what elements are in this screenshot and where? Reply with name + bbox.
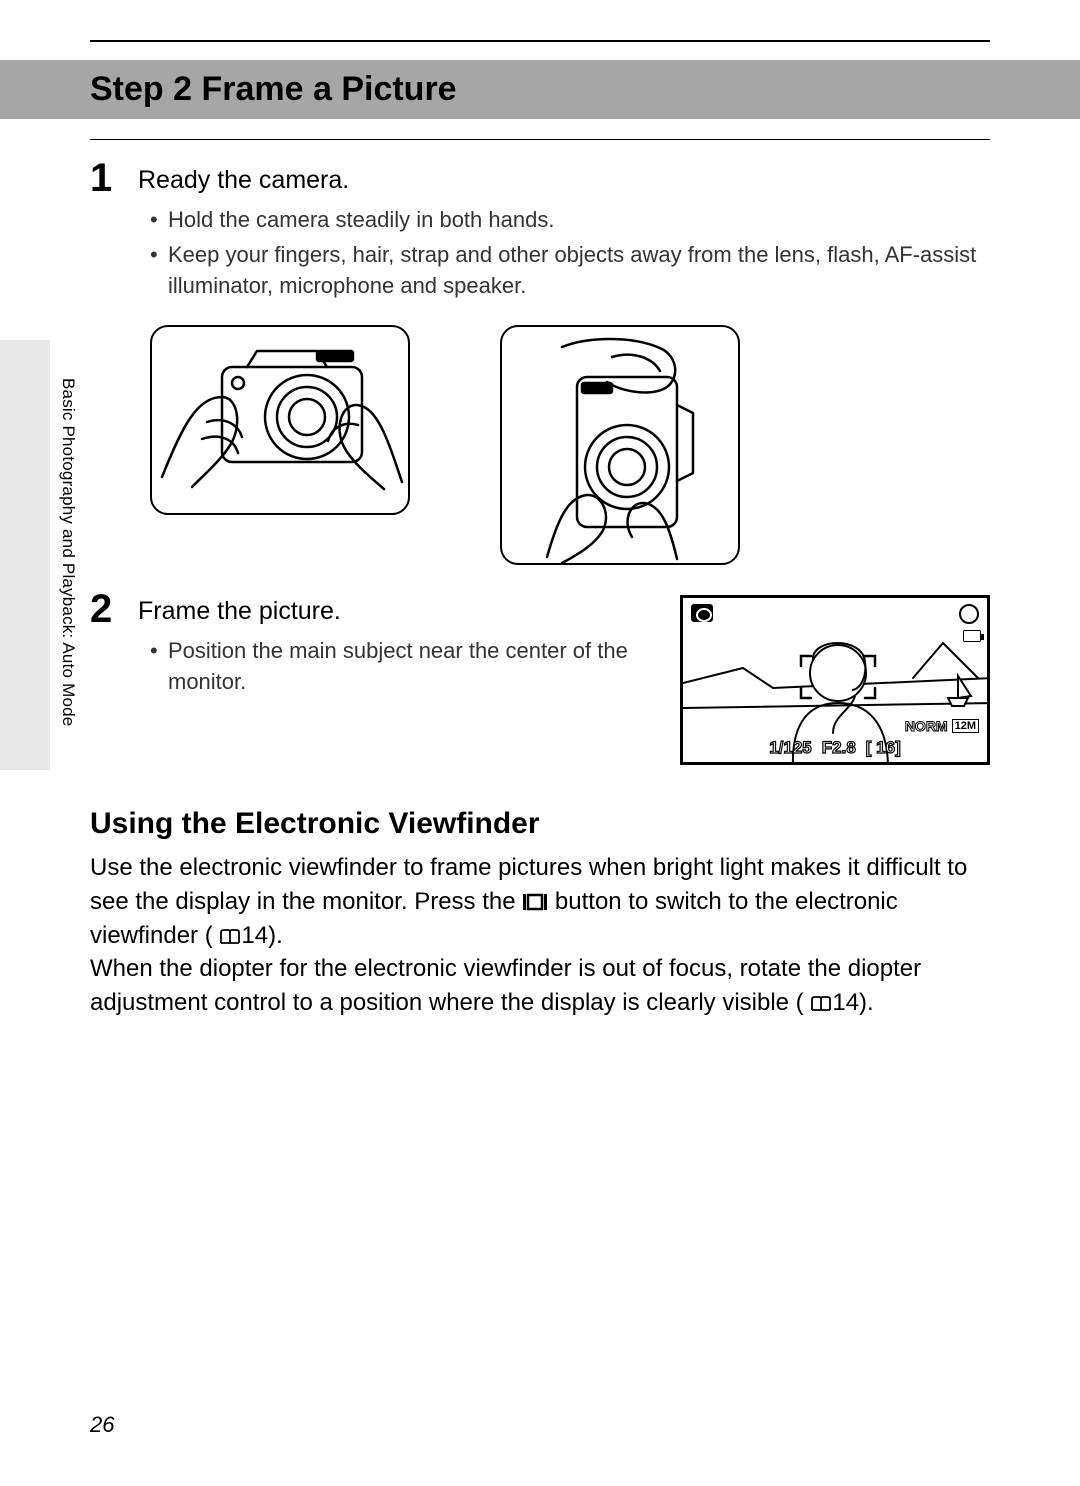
step-1: 1 Ready the camera. Hold the camera stea… (90, 158, 990, 305)
step-number: 1 (90, 158, 138, 305)
body-paragraph: When the diopter for the electronic view… (90, 952, 990, 1019)
top-rule (90, 40, 990, 42)
page-ref-icon (810, 995, 832, 1013)
step-heading: Ready the camera. (138, 166, 990, 195)
section-heading: Using the Electronic Viewfinder (90, 807, 990, 841)
monitor-button-icon (522, 892, 548, 912)
shutter-speed: 1/125 (769, 738, 812, 758)
step-2: 2 Frame the picture. Position the main s… (90, 589, 652, 702)
illustration-hold-camera-vertical (500, 325, 740, 565)
page-number: 26 (90, 1412, 114, 1438)
body-paragraph: Use the electronic viewfinder to frame p… (90, 851, 990, 952)
step-number: 2 (90, 589, 138, 702)
image-size-badge: 12M (952, 719, 979, 733)
aperture-value: F2.8 (822, 738, 856, 758)
text: 14). (832, 989, 873, 1016)
bullet: Hold the camera steadily in both hands. (150, 205, 990, 236)
bullet: Keep your fingers, hair, strap and other… (150, 240, 990, 302)
separator (90, 139, 990, 140)
battery-icon (963, 630, 981, 642)
text: When the diopter for the electronic view… (90, 955, 921, 1016)
text: 14). (241, 922, 282, 949)
page-title: Step 2 Frame a Picture (40, 70, 1080, 109)
illustration-monitor-preview: NORM 12M 1/125 F2.8 [ 16] (680, 595, 990, 765)
vr-icon (959, 604, 979, 624)
illustration-hold-camera-front (150, 325, 410, 515)
page-ref-icon (219, 928, 241, 946)
quality-label: NORM (905, 718, 948, 734)
step-heading: Frame the picture. (138, 597, 652, 626)
camera-mode-icon (691, 604, 713, 622)
step-title-band: Step 2 Frame a Picture (0, 60, 1080, 119)
bullet: Position the main subject near the cente… (150, 636, 652, 698)
remaining-shots: [ 16] (866, 738, 901, 758)
